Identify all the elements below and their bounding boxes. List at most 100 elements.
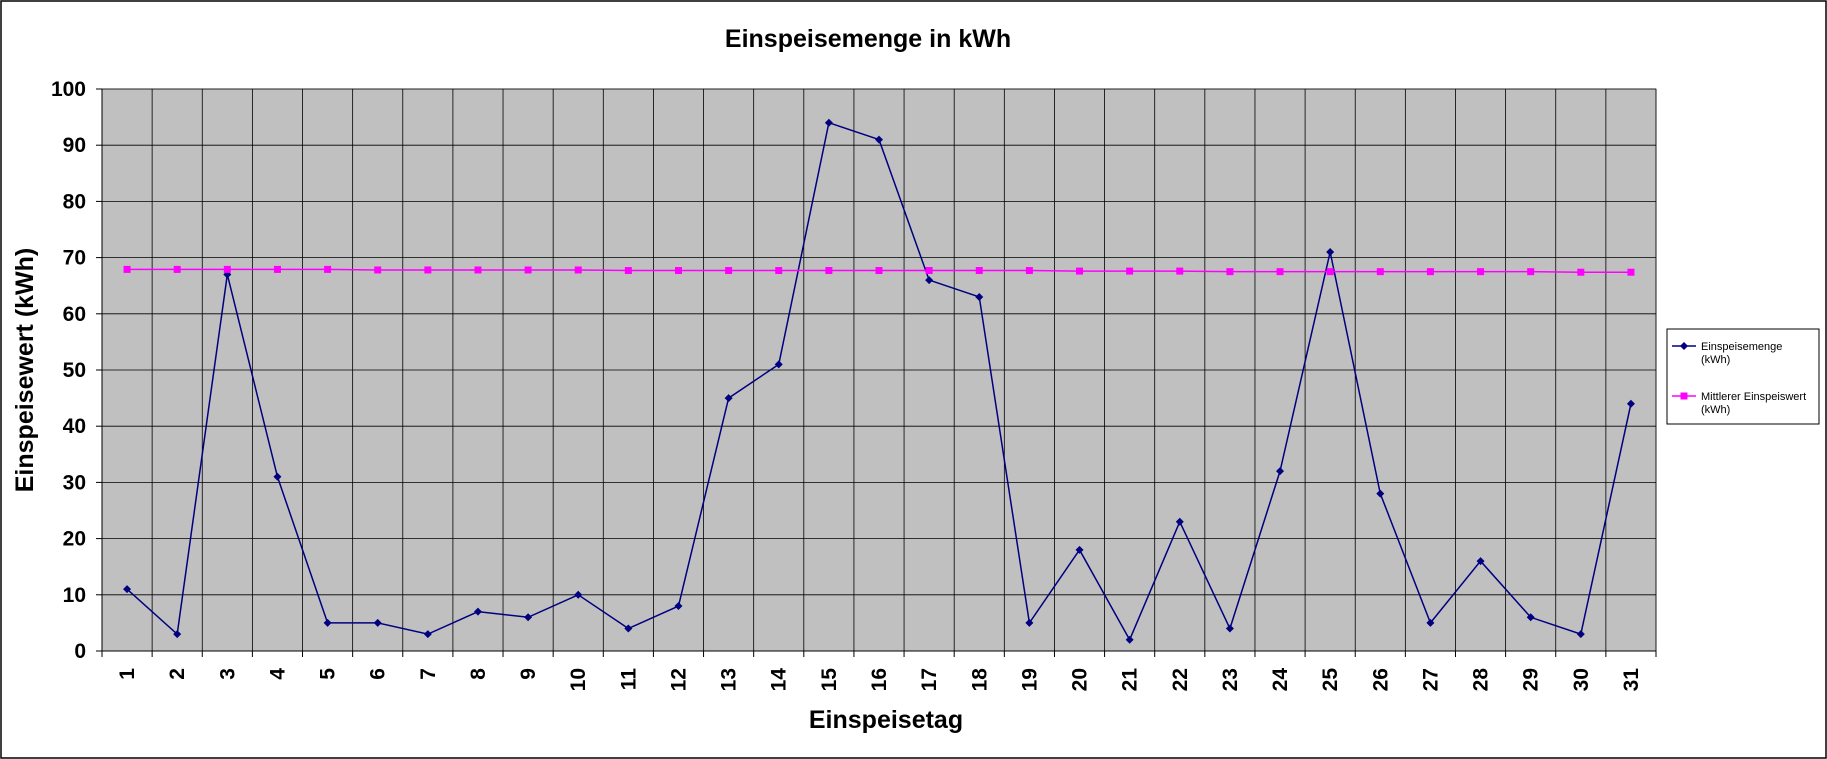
data-point (1477, 268, 1485, 276)
x-tick-label: 26 (1369, 668, 1392, 691)
legend-label: (kWh) (1701, 404, 1730, 416)
x-axis-title: Einspeisetag (809, 706, 963, 734)
data-point (1476, 557, 1485, 566)
y-tick-label: 30 (63, 471, 86, 494)
data-point (875, 267, 883, 275)
y-tick-label: 20 (63, 528, 86, 551)
data-point (324, 265, 332, 273)
data-point (1527, 268, 1535, 276)
x-tick-label: 20 (1069, 668, 1092, 691)
x-tick-label: 13 (718, 668, 741, 691)
data-point (424, 266, 432, 274)
data-point (1426, 268, 1434, 276)
data-point (1426, 618, 1435, 627)
x-tick-label: 9 (517, 668, 540, 680)
data-point (473, 607, 482, 616)
data-point (223, 265, 231, 273)
y-tick-label: 50 (63, 359, 86, 382)
x-tick-label: 11 (617, 668, 640, 691)
data-point (775, 267, 783, 275)
x-tick-label: 8 (467, 668, 490, 680)
data-point (1627, 268, 1635, 276)
data-point (173, 630, 182, 639)
y-tick-label: 90 (63, 134, 86, 157)
x-tick-label: 15 (818, 668, 841, 692)
data-point (774, 360, 783, 369)
series-layer (123, 118, 1635, 644)
data-point (1076, 267, 1084, 275)
x-tick-label: 27 (1419, 668, 1442, 691)
data-point (1125, 635, 1134, 644)
data-point (825, 267, 833, 275)
x-tick-label: 24 (1269, 668, 1292, 692)
legend-item-1: Einspeisemenge(kWh) (1672, 341, 1782, 366)
x-tick-label: 17 (918, 668, 941, 691)
x-tick-label: 25 (1319, 668, 1342, 692)
data-point (1576, 630, 1585, 639)
x-tick-label: 2 (166, 668, 189, 680)
data-point (824, 118, 833, 127)
y-tick-label: 100 (51, 78, 86, 101)
data-point (1225, 624, 1234, 633)
data-point (1276, 467, 1285, 476)
data-point (374, 266, 382, 274)
y-tick-label: 80 (63, 190, 86, 213)
data-point (373, 618, 382, 627)
data-point (925, 267, 933, 275)
x-tick-label: 5 (317, 668, 340, 680)
legend-label: Mittlerer Einspeiswert (1701, 391, 1806, 403)
data-point (1626, 399, 1635, 408)
x-tick-label: 1 (116, 668, 139, 680)
chart-title: Einspeisemenge in kWh (725, 25, 1011, 53)
x-tick-label: 12 (667, 668, 690, 691)
y-tick-label: 60 (63, 303, 86, 326)
series-1 (123, 118, 1635, 644)
x-tick-label: 10 (567, 668, 590, 691)
data-point (123, 265, 131, 273)
legend-box (1666, 328, 1820, 425)
grid (101, 88, 1657, 652)
data-point (1025, 267, 1033, 275)
data-point (1025, 618, 1034, 627)
legend-item-2: Mittlerer Einspeiswert(kWh) (1672, 391, 1806, 416)
data-point (574, 590, 583, 599)
x-tick-label: 30 (1570, 668, 1593, 691)
data-point (725, 267, 733, 275)
legend: Einspeisemenge(kWh) Mittlerer Einspeiswer… (1666, 328, 1820, 425)
y-axis-title: Einspeisewert (kWh) (11, 248, 39, 493)
data-point (173, 265, 181, 273)
x-tick-label: 29 (1520, 668, 1543, 691)
data-point (423, 630, 432, 639)
data-point (1276, 268, 1284, 276)
y-tick-label: 10 (63, 584, 86, 607)
data-point (1326, 247, 1335, 256)
data-point (123, 585, 132, 594)
legend-label: (kWh) (1701, 354, 1730, 366)
data-point (624, 624, 633, 633)
data-point (474, 266, 482, 274)
x-tick-label: 16 (868, 668, 891, 691)
x-tick-label: 23 (1219, 668, 1242, 691)
data-point (674, 602, 683, 611)
data-point (1326, 268, 1334, 276)
data-point (975, 267, 983, 275)
data-point (1577, 268, 1585, 276)
data-point (724, 394, 733, 403)
data-point (1075, 545, 1084, 554)
x-tick-label: 6 (367, 668, 390, 680)
y-tick-label: 40 (63, 415, 86, 438)
data-point (1126, 267, 1134, 275)
data-point (925, 276, 934, 285)
data-point (674, 267, 682, 275)
data-point (323, 618, 332, 627)
data-point (624, 267, 632, 275)
legend-marker (1680, 392, 1688, 400)
data-point (1176, 267, 1184, 275)
x-tick-label: 14 (768, 668, 791, 692)
x-tick-label: 3 (216, 668, 239, 680)
y-tick-label: 70 (63, 247, 86, 270)
x-tick-label: 21 (1119, 668, 1142, 692)
data-point (975, 292, 984, 301)
